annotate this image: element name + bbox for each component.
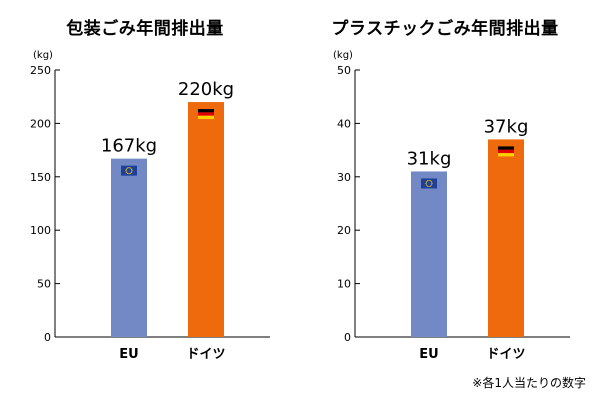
germany-flag-icon (498, 146, 514, 157)
chart-canvas: (kg) 0 10 20 30 40 50 31kg EU 37kg ドイツ (333, 50, 570, 362)
y-tick-label: 200 (30, 117, 51, 130)
y-axis-unit: (kg) (33, 50, 53, 61)
y-tick-label: 100 (30, 224, 51, 237)
flag-star (425, 181, 428, 183)
bar (488, 139, 524, 337)
flag-star (428, 179, 430, 182)
bar (188, 102, 224, 337)
flag-stripe (498, 146, 514, 150)
packaging-waste-chart: 包装ごみ年間排出量 (kg) 0 50 100 150 200 250 167kg EU 220k… (0, 0, 290, 370)
flag-stripe (498, 149, 514, 154)
flag-star (126, 167, 129, 169)
flag-star (126, 172, 129, 174)
eu-flag-icon (421, 178, 437, 189)
flag-star (128, 167, 130, 169)
flag-star (426, 180, 429, 182)
y-axis-unit: (kg) (333, 50, 353, 61)
eu-flag-icon (121, 165, 137, 176)
footnote: ※各1人当たりの数字 (472, 376, 586, 390)
flag-star (125, 168, 128, 170)
flag-star (426, 185, 429, 187)
flag-star (431, 182, 433, 185)
flag-stripe (198, 109, 214, 113)
flag-star (128, 173, 130, 175)
x-tick-label: ドイツ (186, 347, 225, 362)
flag-star (430, 184, 433, 186)
flag-star (129, 172, 132, 174)
flag-star (428, 185, 430, 188)
y-tick-label: 150 (30, 171, 51, 184)
y-tick-label: 40 (337, 117, 351, 130)
chart-title: 包装ごみ年間排出量 (66, 19, 224, 39)
flag-star (125, 170, 127, 172)
y-tick-label: 0 (344, 331, 351, 344)
flag-star (429, 180, 432, 182)
data-label: 31kg (407, 148, 452, 169)
flag-stripe (498, 153, 514, 157)
flag-star (131, 170, 133, 172)
y-tick-label: 20 (337, 224, 351, 237)
flag-star (425, 184, 428, 186)
data-label: 220kg (178, 79, 234, 100)
flag-stripe (198, 115, 214, 120)
y-tick-label: 250 (30, 64, 51, 77)
x-tick-label: EU (419, 347, 438, 362)
y-tick-label: 30 (337, 171, 351, 184)
bar (411, 171, 447, 337)
y-tick-label: 10 (337, 278, 351, 291)
y-tick-label: 50 (337, 64, 351, 77)
flag-star (125, 171, 128, 173)
flag-star (429, 185, 432, 187)
flag-star (130, 168, 133, 170)
x-tick-label: ドイツ (486, 347, 525, 362)
bar (111, 158, 147, 337)
flag-stripe (198, 112, 214, 116)
data-label: 167kg (101, 136, 157, 157)
flag-star (129, 167, 132, 169)
plastic-waste-chart: プラスチックごみ年間排出量 (kg) 0 10 20 30 40 50 31kg EU 37kg ド… (300, 0, 590, 370)
flag-star (430, 181, 433, 183)
flag-field (421, 178, 437, 189)
x-tick-label: EU (119, 347, 138, 362)
y-tick-label: 0 (44, 331, 51, 344)
data-label: 37kg (484, 116, 529, 137)
y-tick-label: 50 (37, 278, 51, 291)
chart-title: プラスチックごみ年間排出量 (331, 19, 559, 39)
chart-canvas: (kg) 0 50 100 150 200 250 167kg EU 220kg ドイツ (30, 50, 270, 362)
germany-flag-icon (198, 109, 214, 120)
flag-star (425, 182, 427, 185)
flag-star (130, 171, 133, 173)
flag-field (121, 165, 137, 176)
